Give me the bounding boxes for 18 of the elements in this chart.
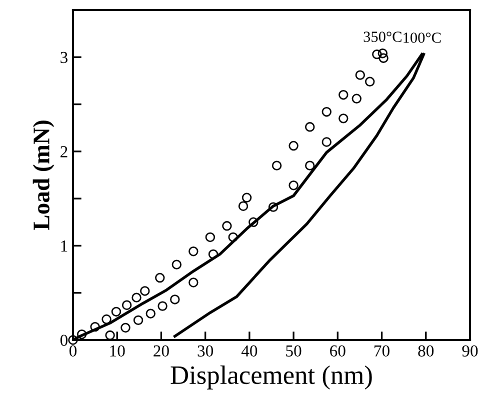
- x-tick-label: 80: [418, 345, 434, 357]
- x-tick-label: 10: [110, 345, 125, 357]
- annotation: 350°C: [364, 32, 402, 42]
- x-tick-label: 70: [374, 345, 390, 357]
- y-tick-label: 0: [60, 334, 68, 346]
- y-tick-label: 2: [60, 146, 68, 158]
- x-tick-label: 90: [462, 345, 478, 357]
- x-tick-label: 20: [154, 345, 169, 357]
- y-tick-label: 1: [61, 240, 68, 252]
- y-tick-label: 3: [60, 52, 68, 64]
- x-tick-label: 60: [330, 345, 346, 357]
- x-tick-label: 0: [69, 345, 77, 357]
- x-axis-title: Displacement (nm): [170, 366, 372, 390]
- x-tick-label: 30: [198, 345, 214, 357]
- annotation: 100°C: [404, 32, 441, 43]
- x-tick-label: 40: [241, 345, 258, 357]
- y-axis-title: Load (mN): [32, 120, 54, 230]
- x-tick-label: 50: [286, 345, 302, 357]
